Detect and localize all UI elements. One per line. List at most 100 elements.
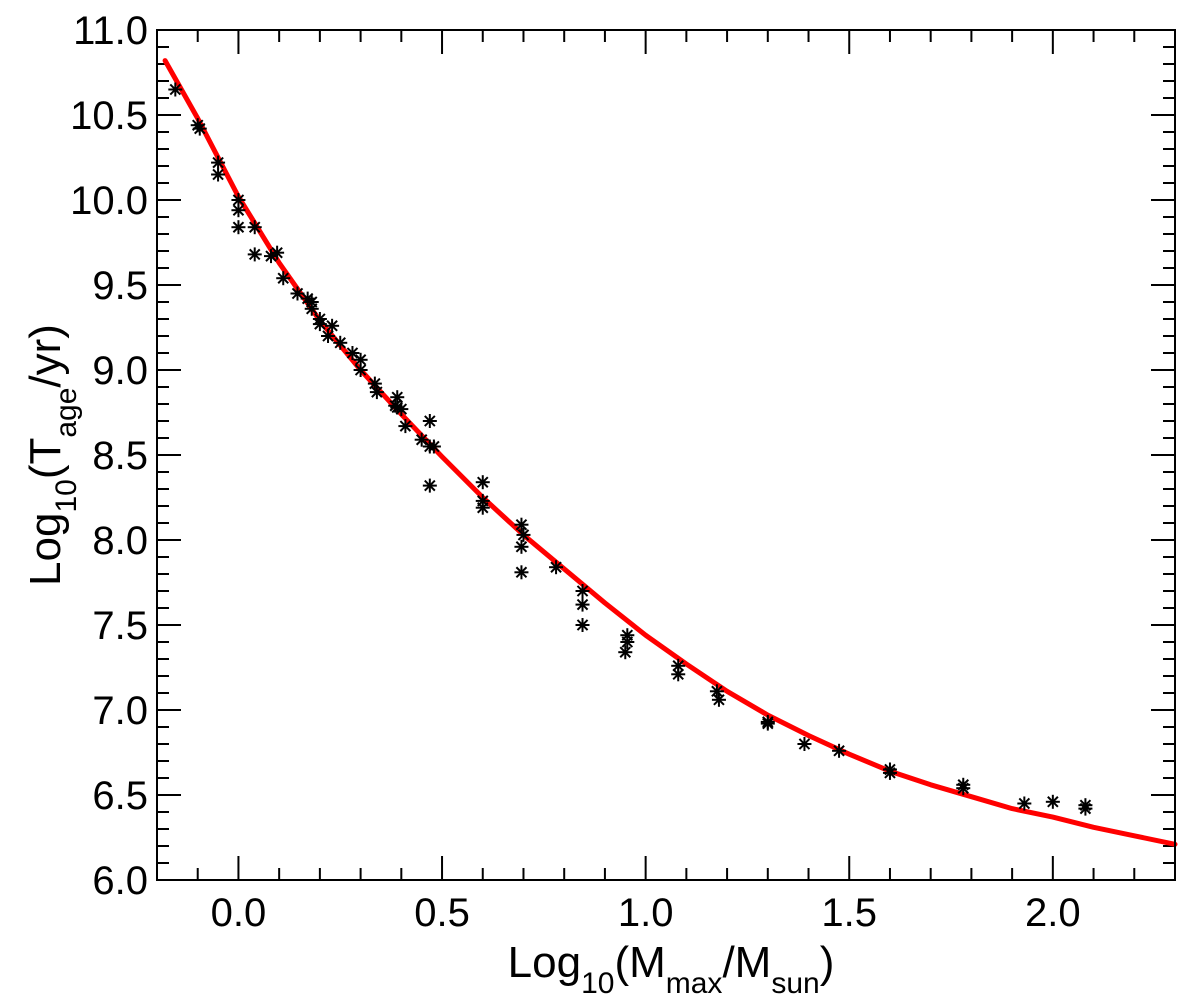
data-point	[264, 249, 279, 264]
data-point	[231, 220, 246, 235]
data-point-stroke	[515, 518, 528, 531]
data-point	[422, 414, 437, 428]
data-point-stroke	[477, 501, 489, 514]
data-point	[321, 329, 336, 343]
data-point-stroke	[305, 303, 318, 315]
data-point-stroke	[291, 287, 304, 300]
data-point-stroke	[576, 585, 589, 597]
data-point	[168, 82, 183, 97]
y-tick-label: 6.5	[92, 774, 148, 818]
data-point	[390, 390, 405, 405]
x-tick-label: 0.5	[414, 891, 470, 935]
data-point-stroke	[576, 619, 589, 631]
y-tick-label: 10.0	[70, 179, 148, 223]
data-point	[312, 317, 327, 332]
data-point	[211, 155, 226, 170]
data-point-stroke	[621, 636, 634, 648]
data-point	[270, 245, 285, 260]
data-point	[369, 385, 384, 400]
data-point	[1078, 801, 1093, 816]
data-point-stroke	[884, 767, 896, 779]
data-point	[231, 203, 246, 218]
data-point	[1045, 794, 1060, 809]
y-tick-label: 10.5	[70, 94, 148, 138]
data-point-stroke	[1079, 802, 1092, 815]
data-point	[549, 560, 564, 575]
data-point-stroke	[232, 221, 245, 233]
y-axis-label: Log10(Tage/yr)	[21, 324, 83, 586]
data-point	[247, 247, 262, 262]
data-point	[797, 737, 812, 751]
data-point-stroke	[194, 122, 206, 135]
data-point-stroke	[395, 403, 408, 415]
data-point	[231, 193, 246, 207]
data-point-stroke	[515, 541, 528, 553]
data-point	[671, 667, 686, 682]
data-point	[575, 618, 590, 632]
y-tick-label: 7.5	[92, 604, 148, 648]
data-point-stroke	[371, 386, 383, 398]
data-point-stroke	[576, 598, 589, 611]
data-point-stroke	[713, 694, 725, 706]
y-tick-label: 6.0	[92, 859, 148, 903]
data-point	[956, 781, 971, 796]
data-point	[276, 271, 291, 286]
data-point-stroke	[424, 479, 436, 492]
y-tick-label: 11.0	[73, 9, 148, 53]
data-point	[575, 584, 590, 598]
data-point	[475, 475, 490, 490]
data-point-stroke	[957, 782, 970, 794]
data-point-stroke	[271, 246, 283, 259]
data-point	[514, 565, 529, 580]
data-point-stroke	[515, 566, 528, 579]
data-point	[475, 500, 490, 515]
data-point-stroke	[428, 440, 440, 453]
data-point	[398, 419, 413, 434]
data-point	[620, 635, 635, 649]
data-point-stroke	[169, 83, 182, 96]
data-point-stroke	[314, 318, 326, 330]
data-point	[192, 121, 207, 136]
data-point-stroke	[399, 420, 412, 432]
data-point-stroke	[424, 415, 436, 427]
data-point-stroke	[517, 529, 530, 541]
data-point-stroke	[798, 738, 811, 750]
data-point-stroke	[1018, 797, 1031, 810]
y-tick-label: 7.0	[92, 689, 148, 733]
data-point	[353, 363, 368, 377]
data-point-stroke	[334, 337, 346, 349]
y-tick-label: 9.5	[92, 264, 148, 308]
fit-curve	[162, 58, 1178, 847]
data-point-stroke	[672, 668, 684, 681]
data-point-stroke	[550, 561, 562, 573]
data-point-stroke	[762, 717, 774, 730]
data-point	[618, 645, 633, 660]
data-point-stroke	[322, 330, 334, 342]
minor-ticks	[156, 30, 1176, 880]
data-point	[1017, 796, 1032, 811]
data-point	[247, 220, 262, 235]
data-point	[514, 517, 529, 532]
data-point	[290, 286, 305, 301]
data-point-stroke	[672, 660, 684, 672]
data-point-stroke	[415, 433, 428, 446]
data-point-stroke	[391, 391, 403, 403]
data-point	[575, 597, 590, 612]
data-point	[711, 692, 726, 707]
data-point-stroke	[1047, 796, 1059, 808]
data-point	[333, 335, 348, 350]
fit-curve-line	[162, 58, 1178, 847]
data-point-stroke	[277, 272, 289, 284]
data-point	[882, 765, 897, 780]
major-ticks	[157, 29, 1175, 881]
y-tick-label: 8.5	[92, 434, 148, 478]
data-point	[709, 684, 724, 699]
data-point-stroke	[212, 168, 224, 181]
data-point-stroke	[833, 745, 845, 757]
y-tick-label: 8.0	[92, 519, 148, 563]
plot-frame	[156, 29, 1176, 881]
data-point-stroke	[248, 248, 261, 261]
data-point-stroke	[711, 685, 723, 698]
data-point	[304, 301, 319, 316]
